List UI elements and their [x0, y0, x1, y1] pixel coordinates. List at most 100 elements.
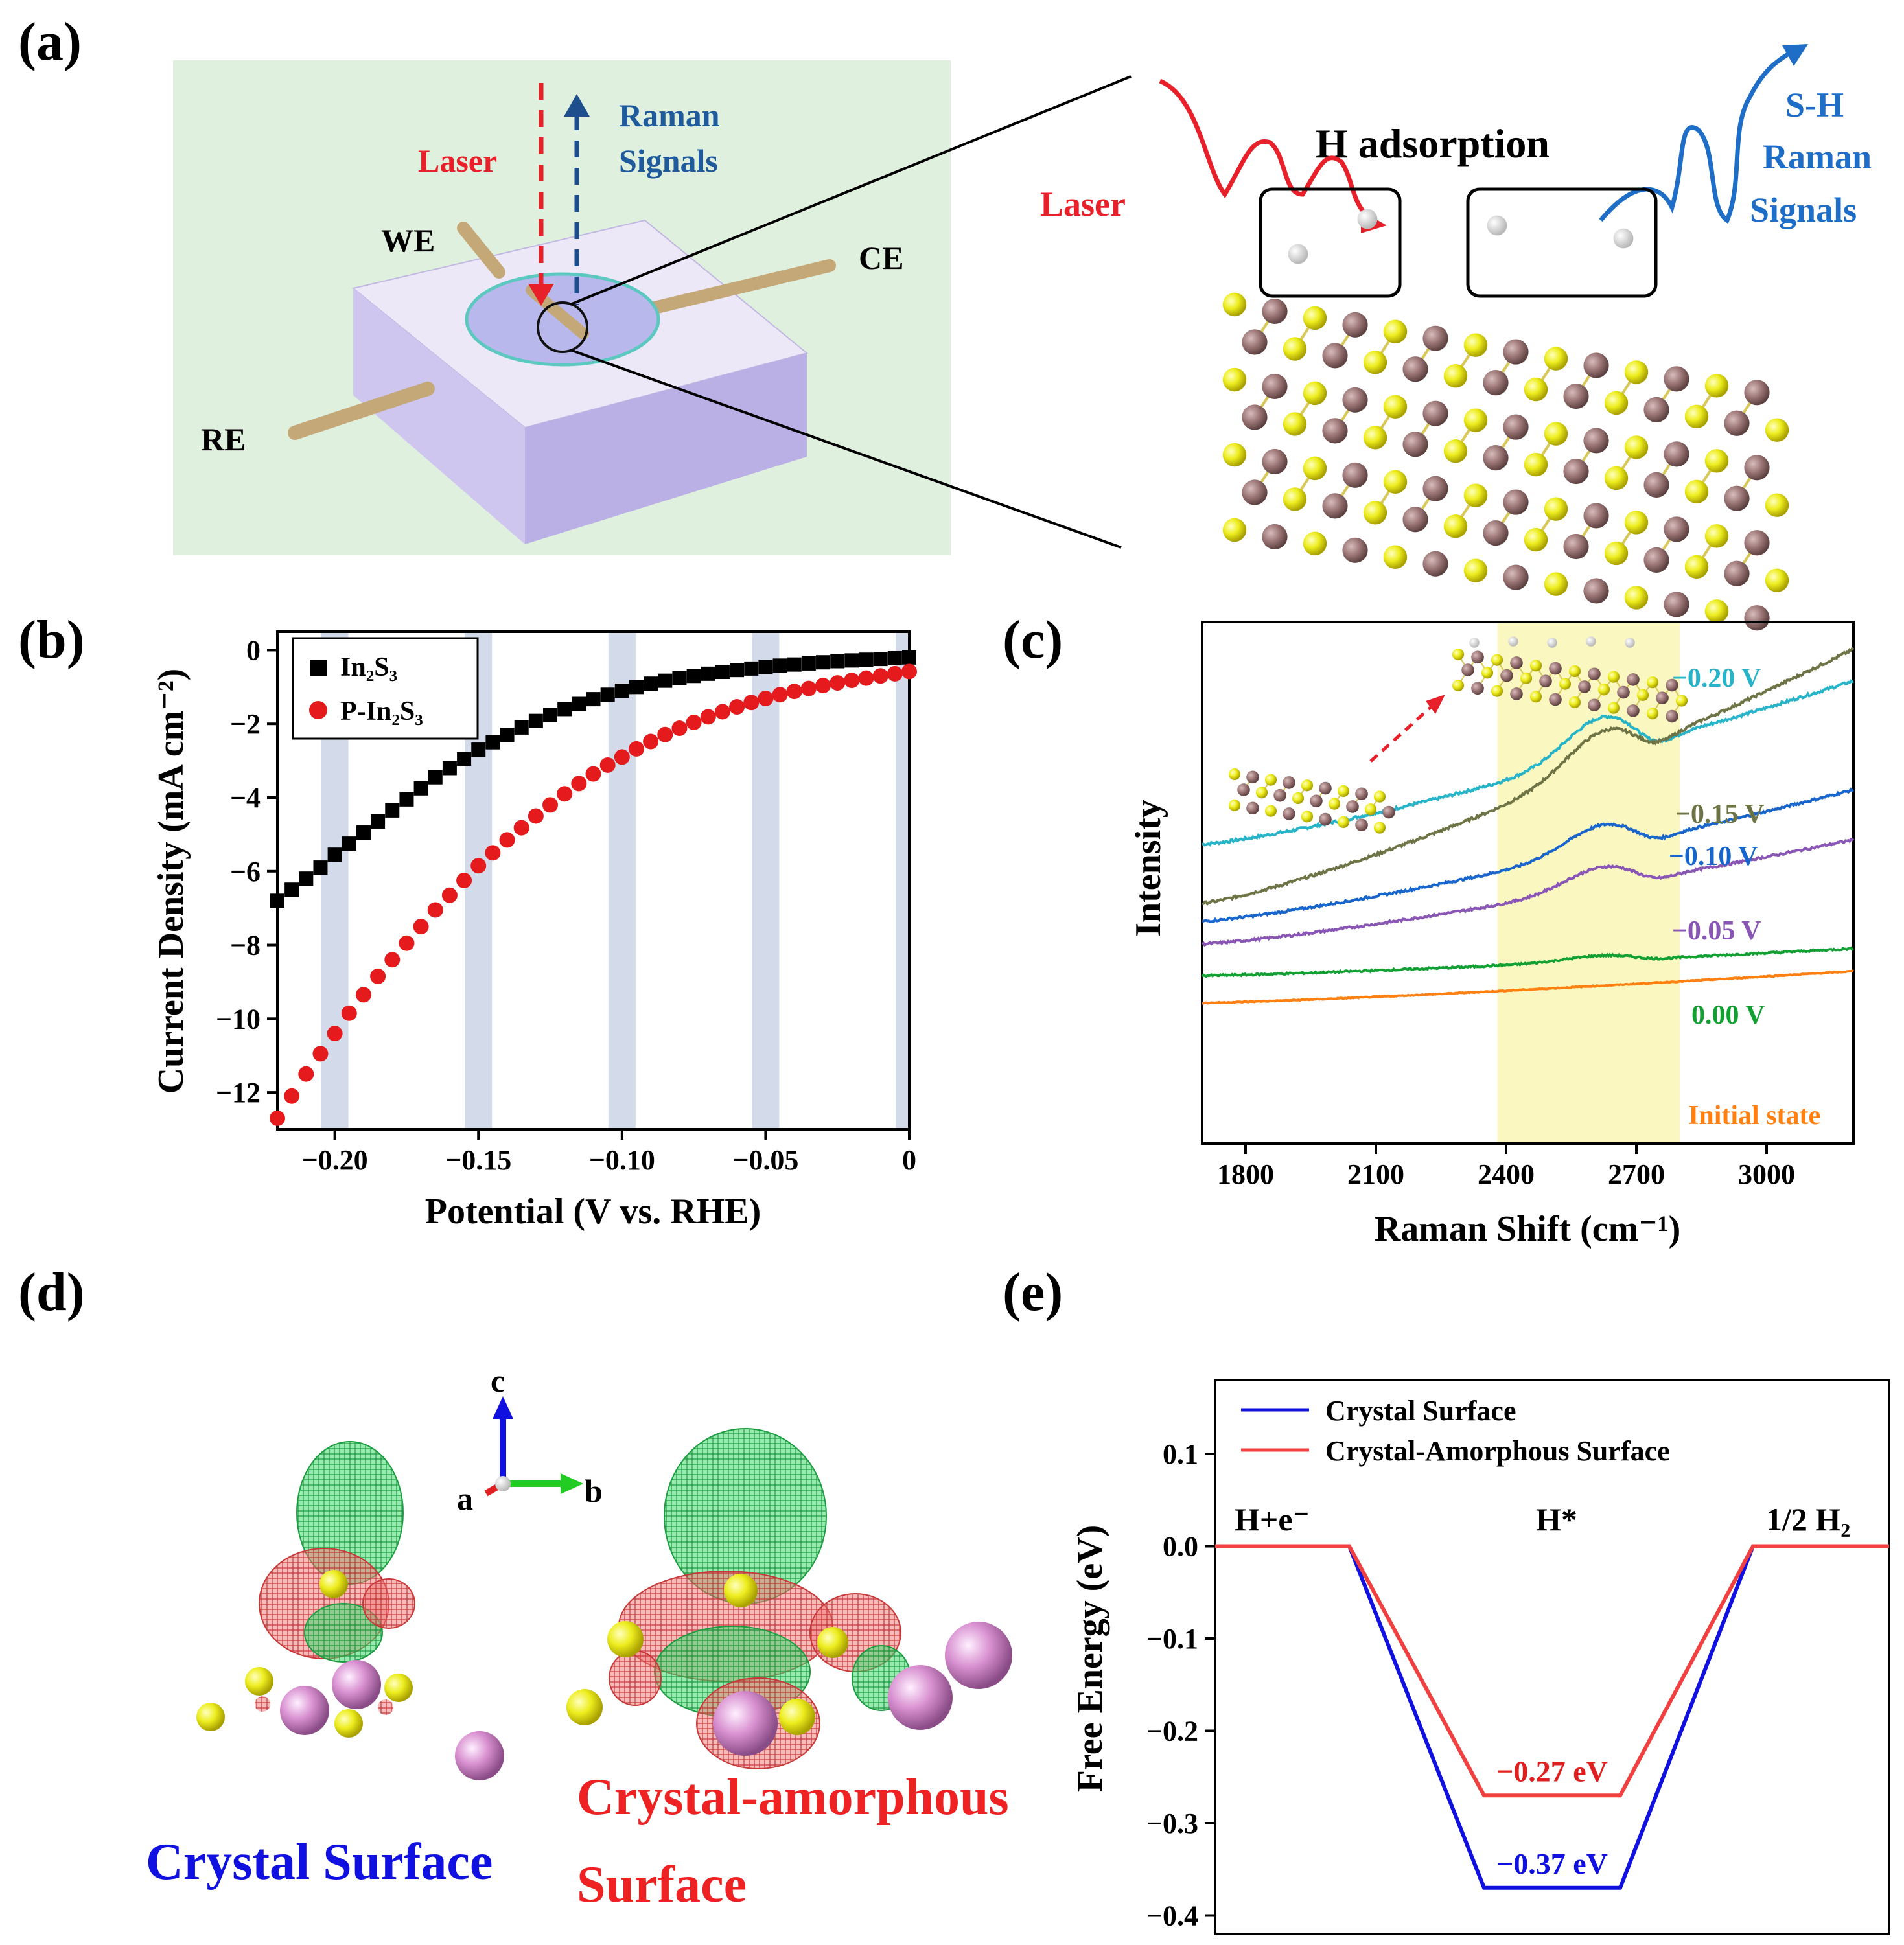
s-atom: [1463, 558, 1488, 582]
b-point-in2s3: [887, 650, 902, 665]
b-y-tick-label: −12: [216, 1077, 261, 1109]
in-atom: [1588, 667, 1601, 681]
s-atom: [1765, 493, 1789, 517]
b-point-p-in2s3: [557, 786, 573, 802]
b-y-tick-label: 0: [246, 634, 261, 666]
s-atom: [1559, 678, 1572, 690]
b-legend-marker-in2s3: [310, 660, 327, 676]
b-point-in2s3: [600, 687, 615, 702]
panel-e: (e) 0.1 0.0 −0.1 −0.2 −0.3 −0.4 −0.37 eV −0.27…: [1003, 1262, 1890, 1935]
in-atom: [1355, 818, 1368, 832]
b-point-p-in2s3: [671, 720, 688, 737]
in-atom: [1583, 578, 1609, 604]
s-atom: [1363, 351, 1387, 374]
s-atom: [1228, 799, 1241, 812]
zoom-circle: [537, 301, 588, 353]
in-atom: [1539, 674, 1552, 688]
b-point-in2s3: [471, 742, 486, 757]
in-atom: [1246, 801, 1259, 815]
c-series-label: 0.00 V: [1691, 1000, 1765, 1030]
crystal-surface-structure: [196, 1441, 504, 1780]
b-point-in2s3: [313, 860, 328, 875]
adsorption-box-left: [1259, 187, 1402, 298]
b-point-p-in2s3: [327, 1026, 343, 1042]
e-y-tick-label: 0.1: [1163, 1438, 1198, 1470]
panel-a: (a) Laser Raman Signals WE CE RE H adsor…: [18, 12, 1872, 631]
b-point-in2s3: [371, 814, 386, 829]
c-highlight-region: [1497, 622, 1680, 1144]
in-atom: [1664, 592, 1689, 617]
s-atom: [1524, 527, 1548, 552]
s-atom: [1443, 364, 1468, 388]
b-point-p-in2s3: [270, 1110, 285, 1126]
sh-label-3: Signals: [1750, 190, 1857, 229]
b-point-p-in2s3: [384, 952, 401, 968]
b-point-p-in2s3: [513, 820, 529, 836]
c-x-tick-label: 3000: [1738, 1158, 1795, 1190]
laser-label: Laser: [418, 143, 497, 179]
s-atom: [1544, 572, 1568, 596]
ce-electrode: [648, 259, 836, 314]
s-atom: [196, 1703, 225, 1731]
ca-s-atom: [724, 1574, 758, 1607]
in-atom: [1322, 493, 1348, 519]
b-highlight-bands: [321, 632, 909, 1129]
h-atom: [1469, 638, 1480, 648]
s-atom: [1383, 545, 1408, 569]
in-atom: [1310, 794, 1323, 808]
in-atom: [1643, 547, 1669, 573]
in-atom: [1588, 698, 1601, 712]
in-atom: [1664, 366, 1689, 392]
ca-red-lobe-left: [609, 1650, 662, 1706]
b-point-in2s3: [586, 692, 601, 707]
s-atom: [1383, 395, 1408, 419]
chart-e: 0.10.0−0.1−0.2−0.3−0.4 −0.37 eV−0.27 eV …: [1070, 1379, 1890, 1935]
in-atom: [1262, 373, 1288, 400]
h-atom: [1547, 638, 1557, 648]
b-point-p-in2s3: [830, 675, 846, 691]
s-atom: [1337, 785, 1350, 798]
s-atom: [1568, 696, 1581, 709]
raman-label-1: Raman: [619, 97, 720, 133]
b-point-p-in2s3: [657, 726, 673, 742]
b-point-p-in2s3: [686, 714, 702, 730]
s-atom: [1636, 689, 1649, 701]
b-point-p-in2s3: [743, 695, 760, 711]
s-atom: [1283, 412, 1307, 436]
s-atom: [1373, 822, 1386, 834]
c-inset-arrow: [1369, 702, 1437, 763]
b-point-p-in2s3: [370, 968, 386, 984]
b-legend-p-in2s3: P-In₂S₃: [340, 696, 423, 726]
in-atom: [1422, 476, 1448, 501]
c-series-label: −0.10 V: [1669, 842, 1758, 871]
h-atom: [1357, 209, 1378, 229]
e-legend-ca: Crystal-Amorphous Surface: [1325, 1435, 1670, 1467]
b-point-p-in2s3: [528, 808, 544, 824]
c-x-axis-title: Raman Shift (cm⁻¹): [1375, 1209, 1681, 1249]
b-point-in2s3: [500, 728, 515, 742]
ca-s-atom: [817, 1627, 848, 1658]
b-point-in2s3: [744, 661, 759, 676]
in-atom: [1342, 462, 1368, 488]
laser-wave: [1159, 78, 1375, 223]
in-atom: [1242, 329, 1268, 355]
in-atom: [1402, 507, 1428, 533]
b-point-in2s3: [686, 669, 701, 684]
e-ticks: 0.1 0.0 −0.1 −0.2 −0.3 −0.4: [1146, 1438, 1215, 1932]
b-point-p-in2s3: [628, 741, 644, 757]
b-point-in2s3: [299, 871, 314, 886]
crystal-amorphous-structure: [566, 1428, 1012, 1769]
s-atom: [1463, 483, 1488, 507]
s-atom: [1443, 514, 1468, 538]
e-energy-path: [1215, 1544, 1889, 1798]
c-spectrum-line: [1202, 647, 1855, 906]
c-series-labels: −0.20 V −0.15 V −0.10 V −0.05 V 0.00 V Initia…: [1669, 663, 1820, 1131]
b-highlight-band: [752, 632, 780, 1129]
b-point-in2s3: [816, 655, 831, 670]
c-series-label: −0.15 V: [1675, 800, 1765, 829]
b-point-in2s3: [442, 761, 457, 776]
crystal-s-atom: [319, 1570, 348, 1598]
in-atom: [1342, 387, 1368, 413]
in2s3-lattice-a: [1222, 209, 1789, 631]
b-x-tick-label: −0.20: [302, 1144, 368, 1176]
